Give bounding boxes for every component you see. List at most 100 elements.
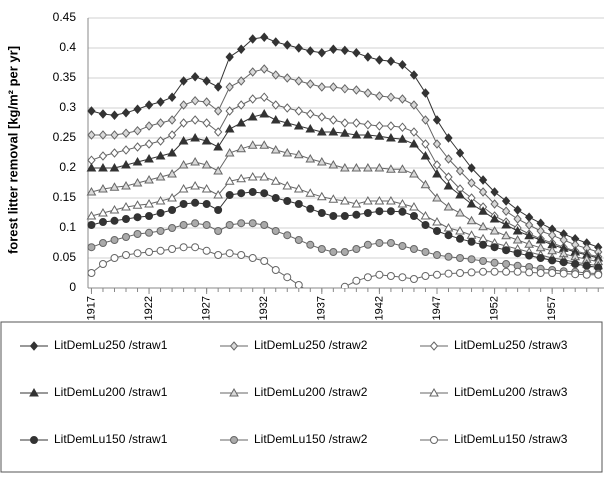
marker [432, 216, 442, 226]
y-tick-label: 0.25 [53, 130, 77, 144]
marker [397, 134, 408, 143]
marker [98, 162, 108, 172]
marker [409, 275, 418, 283]
marker [409, 100, 419, 110]
legend-label: LitDemLu200 /straw1 [54, 385, 168, 399]
marker [512, 234, 523, 244]
marker [421, 272, 430, 280]
marker [421, 248, 430, 256]
marker [306, 109, 315, 119]
legend-marker [429, 341, 439, 351]
marker [98, 151, 108, 161]
marker [167, 92, 177, 102]
y-tick-label: 0.4 [59, 40, 76, 54]
marker [294, 106, 303, 116]
marker [178, 135, 189, 145]
marker [259, 171, 270, 181]
marker [466, 215, 477, 225]
marker [179, 221, 188, 229]
marker [87, 130, 96, 140]
marker [490, 243, 499, 252]
y-tick-label: 0.3 [59, 100, 76, 114]
marker [490, 267, 499, 276]
marker [444, 231, 453, 240]
marker [133, 213, 142, 222]
marker [317, 112, 326, 122]
marker [213, 189, 224, 199]
marker [121, 180, 131, 190]
marker [260, 92, 269, 102]
marker [121, 128, 131, 138]
marker [271, 100, 280, 110]
y-tick-label: 0.35 [53, 70, 77, 84]
marker [144, 121, 154, 131]
legend-label: LitDemLu200 /straw3 [454, 385, 568, 399]
marker [271, 70, 280, 80]
marker [144, 198, 154, 208]
marker [317, 82, 326, 92]
marker [432, 270, 441, 279]
marker [202, 76, 211, 86]
marker [98, 218, 107, 226]
marker [190, 132, 200, 142]
marker [202, 221, 211, 229]
marker [351, 198, 362, 208]
marker [455, 225, 465, 235]
marker [398, 242, 407, 250]
marker [513, 214, 522, 224]
marker [270, 114, 281, 124]
marker [467, 268, 476, 277]
marker [329, 248, 338, 256]
marker [397, 198, 408, 208]
marker [386, 121, 396, 131]
marker [444, 269, 453, 278]
marker [121, 201, 131, 211]
marker [110, 236, 119, 244]
marker [224, 147, 235, 157]
marker [213, 127, 223, 137]
x-tick-label: 1922 [143, 296, 155, 320]
marker [375, 121, 384, 131]
marker [110, 254, 119, 262]
legend-label: LitDemLu250 /straw3 [454, 338, 568, 352]
marker [179, 100, 188, 110]
marker [122, 233, 131, 241]
marker [294, 43, 303, 53]
marker [144, 139, 154, 149]
marker [283, 197, 292, 205]
marker [582, 261, 591, 270]
marker [144, 153, 154, 163]
marker [340, 84, 350, 94]
marker [109, 162, 120, 172]
marker [352, 48, 361, 58]
marker [202, 246, 211, 255]
marker [283, 40, 292, 50]
marker [502, 246, 511, 255]
marker [443, 201, 454, 211]
marker [155, 171, 166, 181]
marker [145, 212, 154, 220]
marker [525, 268, 534, 277]
marker [283, 231, 292, 240]
marker [121, 145, 131, 155]
marker [236, 143, 247, 153]
marker [133, 249, 142, 258]
marker [467, 255, 476, 264]
marker [178, 159, 189, 169]
marker [293, 120, 304, 130]
marker [339, 162, 350, 172]
marker [271, 37, 280, 47]
plot-area [86, 32, 604, 288]
marker [340, 118, 350, 128]
marker [317, 209, 326, 217]
marker [432, 192, 442, 202]
legend-label: LitDemLu250 /straw2 [254, 338, 368, 352]
marker [421, 139, 430, 149]
marker [467, 178, 476, 188]
legend-label: LitDemLu150 /straw3 [454, 432, 568, 446]
marker [270, 176, 281, 185]
marker [248, 94, 257, 104]
marker [237, 44, 246, 54]
marker [489, 213, 500, 223]
marker [386, 164, 396, 173]
